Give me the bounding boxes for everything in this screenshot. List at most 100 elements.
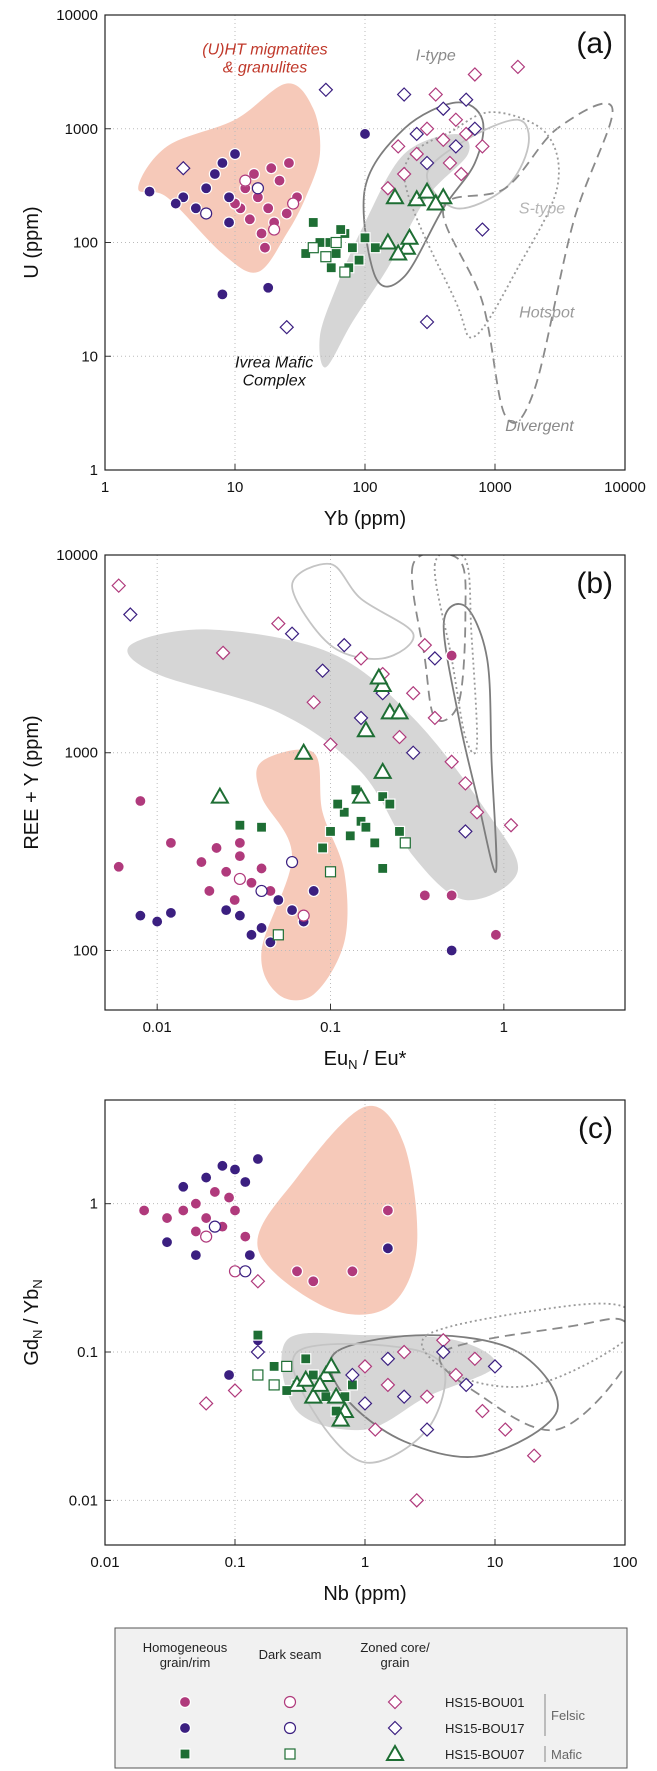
y-tick-label: 10 — [81, 348, 98, 365]
point — [396, 166, 412, 182]
point — [290, 1265, 304, 1278]
point — [448, 1367, 464, 1383]
point — [397, 237, 417, 255]
legend-symbol — [284, 1748, 296, 1760]
point — [281, 1360, 293, 1372]
point — [353, 710, 369, 726]
legend-row-label: HS15-BOU07 — [445, 1747, 524, 1762]
point — [409, 146, 425, 162]
point — [111, 578, 127, 593]
annotation-line: (U)HT migmatites — [202, 41, 327, 58]
point — [380, 1377, 396, 1393]
annotation: (U)HT migmatites & granulites — [202, 41, 327, 76]
point — [200, 1211, 213, 1225]
point — [200, 207, 213, 220]
point — [297, 909, 310, 922]
point — [321, 1356, 341, 1374]
x-tick-label: 10 — [487, 1554, 504, 1571]
annotation-line: Divergent — [505, 418, 574, 435]
point — [285, 904, 299, 917]
point — [487, 1359, 503, 1374]
point — [448, 112, 464, 128]
point — [475, 222, 490, 237]
point — [303, 1386, 323, 1404]
legend-group: Felsic — [551, 1708, 585, 1723]
point — [489, 928, 503, 941]
plot-frame — [104, 14, 626, 471]
point — [151, 915, 164, 928]
annotation: Hotspot — [519, 304, 575, 321]
label-part: Eu — [324, 1048, 348, 1070]
label-part: REE + Y (ppm) — [21, 715, 43, 849]
point — [458, 1377, 474, 1393]
label-part: / Yb — [21, 1289, 43, 1330]
point — [427, 651, 443, 666]
subscript: N — [30, 1279, 45, 1288]
panel-label: (a) — [576, 27, 613, 60]
annotation-line: Complex — [243, 372, 307, 389]
point — [215, 645, 231, 661]
point — [306, 694, 322, 710]
point — [396, 1389, 412, 1405]
point — [330, 247, 342, 260]
label-part: Gd — [21, 1339, 43, 1366]
point — [417, 637, 433, 653]
point — [360, 821, 372, 833]
point — [458, 92, 474, 108]
point — [255, 884, 268, 898]
point — [351, 786, 371, 804]
point — [324, 866, 337, 878]
y-tick-label: 0.1 — [77, 1344, 98, 1361]
point — [195, 855, 208, 869]
point — [345, 1367, 360, 1383]
point — [228, 1204, 242, 1217]
y-tick-label: 1 — [90, 462, 98, 479]
field — [138, 83, 321, 273]
y-tick-label: 10000 — [56, 7, 98, 24]
point — [346, 1265, 359, 1278]
point — [467, 121, 483, 137]
point — [316, 842, 329, 854]
x-axis-label: Nb (ppm) — [323, 1583, 406, 1605]
point — [222, 216, 236, 229]
point — [228, 893, 241, 907]
point — [475, 139, 490, 154]
point — [239, 1265, 252, 1278]
point — [318, 82, 334, 98]
annotation-line: & granulites — [223, 59, 308, 76]
point — [138, 1204, 151, 1217]
point — [390, 139, 406, 154]
point — [239, 174, 252, 187]
annotation-line: Ivrea Mafic — [235, 354, 313, 371]
plot-frame — [104, 554, 626, 1011]
point — [399, 837, 411, 849]
point — [497, 1422, 513, 1437]
point — [243, 1249, 256, 1262]
point — [300, 1353, 312, 1365]
point — [409, 1493, 425, 1508]
point — [122, 607, 138, 622]
point — [344, 830, 356, 842]
annotation-line: Hotspot — [519, 304, 575, 321]
point — [418, 889, 431, 902]
point — [445, 649, 458, 662]
legend-symbol — [178, 1721, 192, 1735]
point — [467, 67, 483, 82]
point — [358, 127, 372, 141]
legend-row-label: HS15-BOU17 — [445, 1721, 524, 1736]
x-tick-label: 0.01 — [90, 1554, 119, 1571]
point — [353, 254, 365, 266]
point — [381, 1242, 394, 1255]
point — [396, 87, 412, 102]
point — [526, 1448, 542, 1464]
y-axis-label: U (ppm) — [21, 206, 43, 278]
point — [252, 1369, 264, 1381]
point — [323, 737, 338, 752]
point — [475, 1403, 490, 1419]
point — [325, 262, 337, 274]
field — [291, 562, 415, 660]
x-tick-label: 1 — [361, 1554, 369, 1571]
x-axis-label: EuN / Eu* — [324, 1048, 407, 1072]
y-tick-label: 100 — [73, 942, 98, 959]
point — [419, 1389, 435, 1405]
